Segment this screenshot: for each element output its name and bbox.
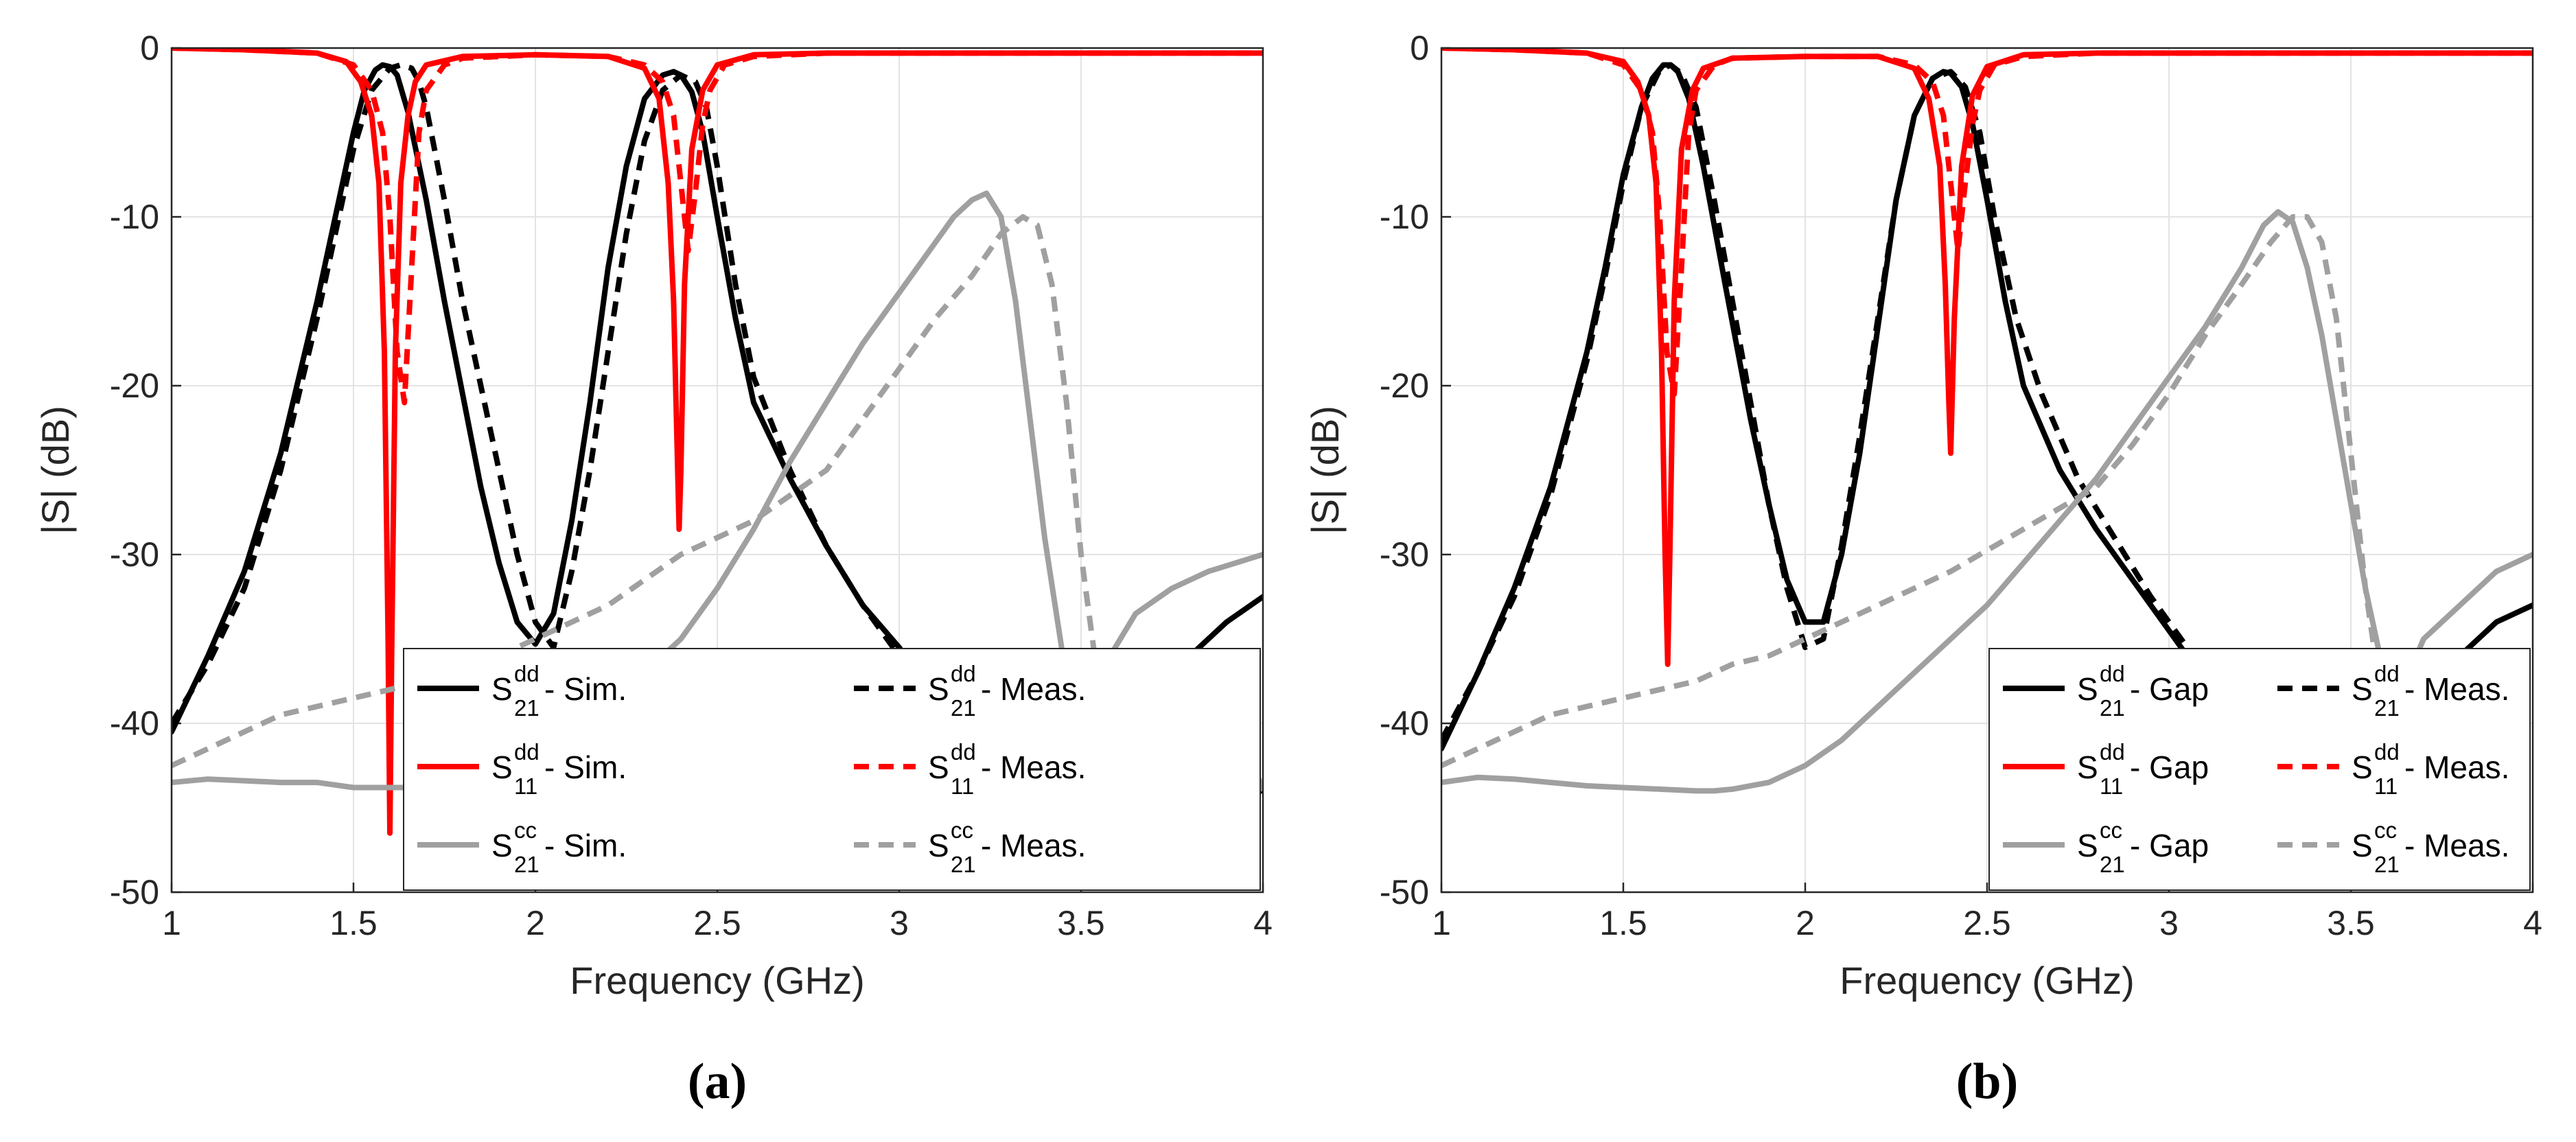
- x-axis-label: Frequency (GHz): [570, 959, 864, 1002]
- x-tick-label: 4: [1253, 904, 1273, 942]
- y-tick-label: -50: [1380, 873, 1429, 911]
- series-line-s21cc-meas: [1441, 214, 2426, 769]
- legend-label-sup: dd: [514, 739, 539, 765]
- legend-label: S: [2077, 671, 2098, 707]
- legend-label-suffix: - Gap: [2130, 749, 2209, 785]
- x-tick-label: 3: [890, 904, 909, 942]
- panel-caption: (b): [1956, 1053, 2018, 1110]
- chart-panel-1: 1 1.5 2 2.5 3 3.5 4 0 -10 -20 -30 -40 -50 Frequency (…: [34, 29, 1273, 1110]
- chart-panel-2: 1 1.5 2 2.5 3 3.5 4 0 -10 -20 -30 -40 -50 Frequency (…: [1303, 29, 2542, 1110]
- legend-label-sub: 21: [951, 695, 976, 721]
- x-axis-label: Frequency (GHz): [1840, 959, 2134, 1002]
- y-tick-label: -40: [1380, 704, 1429, 743]
- legend-label-suffix: - Meas.: [981, 671, 1086, 707]
- x-tick-label: 1.5: [1599, 904, 1647, 942]
- x-tick-label: 1.5: [329, 904, 378, 942]
- series-line-s11dd-meas: [172, 48, 1263, 406]
- legend-label-sub: 21: [2100, 695, 2125, 721]
- x-tick-label: 4: [2523, 904, 2542, 942]
- legend-label-suffix: - Sim.: [544, 671, 627, 707]
- legend-label-sub: 21: [951, 852, 976, 877]
- legend-label-sup: dd: [514, 661, 539, 686]
- y-axis-label: |S| (dB): [1303, 406, 1347, 535]
- y-axis-label: |S| (dB): [34, 406, 77, 535]
- y-tick-label: -30: [110, 535, 159, 574]
- axes-box: [170, 47, 1264, 894]
- x-tick-label: 3.5: [1057, 904, 1105, 942]
- x-tick-label: 2: [1796, 904, 1815, 942]
- legend-label-sub: 11: [2374, 773, 2398, 799]
- legend-label-sub: 21: [514, 695, 539, 721]
- legend-label: S: [2352, 671, 2373, 707]
- legend-label-suffix: - Sim.: [544, 828, 627, 863]
- x-tick-label: 2.5: [1963, 904, 2011, 942]
- x-tick-label: 2: [526, 904, 545, 942]
- legend-label-suffix: - Meas.: [2404, 828, 2509, 863]
- legend-label: S: [2077, 749, 2098, 785]
- legend-label-sup: cc: [951, 817, 973, 843]
- legend-label: S: [2352, 749, 2373, 785]
- y-tick-label: -30: [1380, 535, 1429, 574]
- legend-label-suffix: - Sim.: [544, 749, 627, 785]
- legend-label-suffix: - Gap: [2130, 671, 2209, 707]
- y-tick-label: -10: [1380, 198, 1429, 236]
- legend-label-sub: 11: [951, 773, 974, 799]
- legend-label-sub: 21: [514, 852, 539, 877]
- legend-label-sup: dd: [2100, 661, 2125, 686]
- x-tick-label: 1: [1432, 904, 1451, 942]
- series-line-s21dd-meas: [1441, 62, 2262, 742]
- legend-label-sub: 11: [2100, 773, 2123, 799]
- legend-box: [1988, 648, 2531, 891]
- legend-label-sup: cc: [2100, 817, 2122, 843]
- legend-label: S: [491, 828, 513, 863]
- legend-label: S: [928, 749, 949, 785]
- legend-label: S: [2352, 828, 2373, 863]
- legend-label-suffix: - Meas.: [2404, 749, 2509, 785]
- y-tick-label: 0: [140, 29, 159, 67]
- legend-label-sub: 11: [514, 773, 537, 799]
- y-tick-label: -10: [110, 198, 159, 236]
- legend-label-suffix: - Meas.: [981, 828, 1086, 863]
- series-line-s11dd-meas: [1441, 48, 2533, 397]
- x-tick-label: 2.5: [693, 904, 741, 942]
- legend-label: S: [491, 749, 513, 785]
- series-line-s21cc-gap: [1441, 209, 2533, 794]
- y-tick-label: 0: [1410, 29, 1429, 67]
- legend-label: S: [928, 671, 949, 707]
- legend-label-sup: dd: [2374, 661, 2400, 686]
- legend-box: [403, 648, 1261, 891]
- legend-label-sup: dd: [2100, 739, 2125, 765]
- legend-label: S: [928, 828, 949, 863]
- legend-label-suffix: - Meas.: [981, 749, 1086, 785]
- y-tick-label: -20: [1380, 366, 1429, 405]
- legend-label: S: [2077, 828, 2098, 863]
- x-tick-label: 1: [162, 904, 181, 942]
- y-tick-label: -40: [110, 704, 159, 743]
- legend-label-sub: 21: [2374, 695, 2400, 721]
- legend-label-sup: dd: [951, 661, 976, 686]
- legend-label-suffix: - Meas.: [2404, 671, 2509, 707]
- x-tick-label: 3: [2159, 904, 2179, 942]
- axes-box: [1440, 47, 2534, 894]
- y-tick-label: -50: [110, 873, 159, 911]
- legend-label-sup: dd: [2374, 739, 2400, 765]
- legend-label: S: [491, 671, 513, 707]
- x-tick-label: 3.5: [2327, 904, 2375, 942]
- legend-label-sub: 21: [2374, 852, 2400, 877]
- legend-label-sup: dd: [951, 739, 976, 765]
- panel-caption: (a): [688, 1053, 747, 1110]
- legend-label-suffix: - Gap: [2130, 828, 2209, 863]
- y-tick-label: -20: [110, 366, 159, 405]
- legend-label-sup: cc: [2374, 817, 2397, 843]
- legend-label-sup: cc: [514, 817, 537, 843]
- legend-label-sub: 21: [2100, 852, 2125, 877]
